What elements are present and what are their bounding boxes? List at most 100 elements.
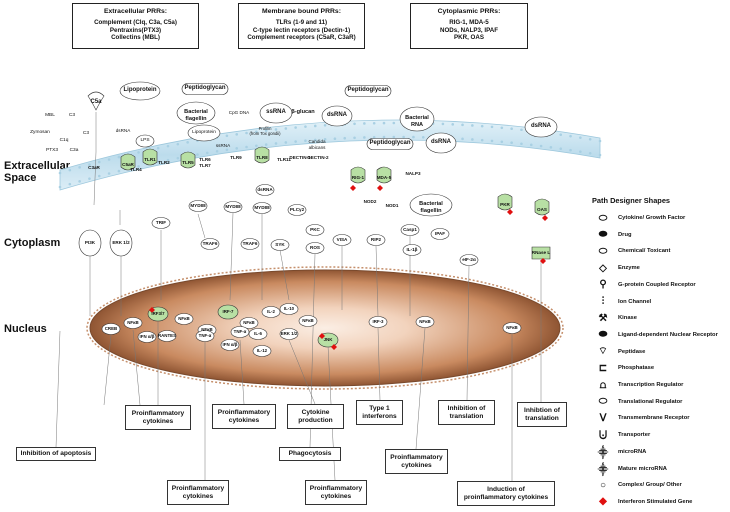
legend-item: ⬭ Translational Regulator	[596, 396, 683, 408]
membrane-dot	[68, 168, 72, 172]
node-shape	[279, 328, 299, 340]
membrane-dot	[304, 125, 307, 129]
node-shape	[137, 331, 157, 343]
membrane-dot	[382, 121, 386, 125]
pathway-edge	[103, 334, 112, 406]
legend-item: ⬭ Cytokine/ Growth Factor	[596, 212, 686, 224]
node-shape	[230, 326, 250, 338]
membrane-dot	[471, 124, 474, 127]
membrane-dot	[196, 153, 199, 156]
membrane-dot	[421, 135, 425, 139]
node-shape	[188, 200, 208, 212]
node-shape	[287, 204, 307, 216]
outcome-box: Inhibtion of translation	[517, 402, 567, 427]
pathway-edge	[415, 327, 426, 450]
membrane-dot	[353, 136, 356, 140]
nucleus	[89, 269, 561, 387]
membrane-dot	[559, 133, 563, 136]
header-title: Membrane bound PRRs:	[262, 8, 341, 15]
node-shape	[332, 234, 352, 246]
node-shape	[135, 134, 155, 148]
legend-label: Phosphatase	[618, 365, 655, 372]
legend-title: Path Designer Shapes	[592, 196, 671, 205]
membrane-dot	[343, 136, 347, 140]
membrane-dot	[559, 147, 563, 150]
mature-microrna-icon: ⸎	[597, 464, 609, 476]
legend-label: microRNA	[618, 448, 647, 455]
pathway-edge	[197, 213, 206, 239]
legend-item: ◆ Interferon Stimulated Gene	[596, 496, 692, 508]
node-shape	[252, 345, 272, 357]
membrane-dot	[58, 185, 62, 189]
outcome-box: Inhibition of translation	[438, 400, 495, 425]
membrane-dot	[117, 155, 121, 159]
membrane-dot	[382, 135, 386, 139]
legend-item: ⫶ Ion Channel	[596, 296, 651, 308]
region-nucleus: Nucleus	[4, 323, 47, 335]
membrane-dot	[392, 135, 396, 139]
transporter-icon: ⨃	[598, 429, 608, 441]
drug-icon: ⬬	[598, 229, 608, 241]
legend-label: Transporter	[618, 432, 651, 439]
legend-item: ⸎ microRNA	[596, 446, 647, 459]
node-shape	[200, 238, 220, 250]
membrane-dot	[598, 153, 602, 157]
node-shape	[217, 304, 239, 320]
membrane-dot	[313, 124, 317, 128]
legend-label: Transmembrane Receptor	[618, 415, 690, 422]
node-shape	[252, 202, 272, 214]
node-shape	[174, 313, 194, 325]
node-shape	[119, 81, 161, 101]
node-shape	[366, 234, 386, 246]
membrane-dot	[549, 146, 553, 149]
membrane-dot	[323, 138, 327, 141]
receptor-shape	[254, 146, 270, 164]
membrane-dot	[156, 160, 160, 164]
node-shape	[430, 228, 450, 240]
membrane-dot	[451, 123, 455, 126]
membrane-dot	[490, 125, 494, 129]
membrane-dot	[176, 156, 180, 160]
membrane-dot	[255, 130, 258, 134]
isg-marker-icon	[350, 185, 356, 191]
membrane-dot	[461, 137, 464, 141]
pathway-edge	[55, 330, 61, 448]
membrane-dot	[569, 134, 572, 138]
cell-membrane	[59, 119, 601, 191]
node-shape	[402, 244, 422, 256]
legend-label: Mature microRNA	[618, 465, 667, 472]
header-line: PKR, OAS	[454, 34, 484, 42]
receptor-shape	[350, 166, 366, 184]
translational-regulator-icon: ⬭	[598, 396, 608, 408]
node-shape	[279, 303, 299, 315]
isg-marker-icon	[540, 258, 546, 264]
header-title: Cytoplasmic PRRs:	[437, 8, 501, 15]
legend-label: Ion Channel	[618, 298, 652, 305]
legend-label: Drug	[618, 231, 632, 238]
membrane-dot	[166, 144, 170, 148]
node-shape	[220, 339, 240, 351]
membrane-dot	[480, 138, 484, 142]
legend-label: Complex/ Group/ Other	[618, 482, 682, 489]
outcome-box: Phagocytosis	[279, 447, 341, 461]
outcome-box: Induction of proinflammatory cytokines	[457, 481, 555, 506]
kinase-icon: ⚒	[598, 312, 608, 324]
membrane-dot	[78, 180, 81, 183]
node-shape	[366, 138, 414, 150]
outcome-box: Type 1 interferons	[356, 400, 403, 425]
header-line: Collectins (MBL)	[111, 34, 160, 42]
outcome-box: Proinflammatory cytokines	[212, 404, 276, 429]
legend-label: Ligand-dependent Nuclear Receptor	[618, 331, 718, 338]
node-shape	[195, 330, 215, 342]
membrane-dot	[588, 151, 592, 155]
legend-label: Kinase	[618, 315, 638, 322]
membrane-dot	[539, 144, 543, 148]
isg-marker-icon	[149, 307, 155, 313]
membrane-dot	[58, 171, 62, 175]
membrane-dot	[372, 121, 376, 125]
membrane-dot	[598, 139, 602, 143]
legend-label: Enzyme	[618, 265, 640, 272]
receptor-shape	[120, 153, 136, 171]
node-shape	[255, 184, 275, 196]
